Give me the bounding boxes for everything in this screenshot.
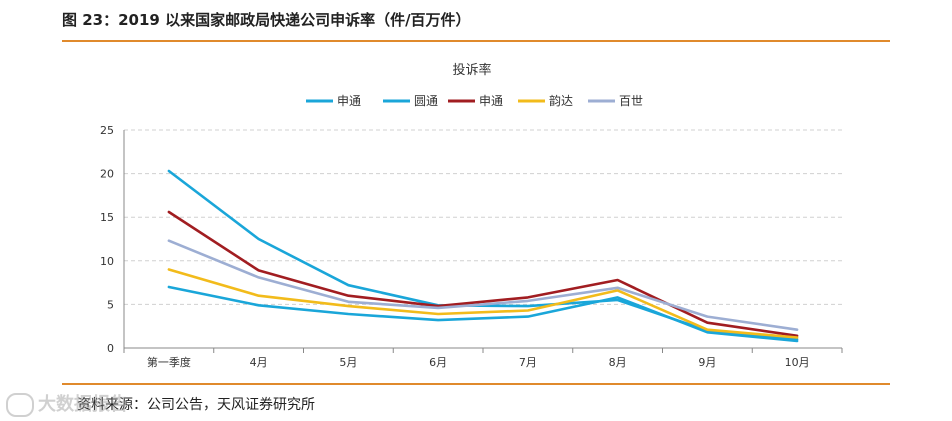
y-tick-label: 0 xyxy=(107,342,114,355)
series-line-2 xyxy=(167,285,799,343)
x-tick-label: 9月 xyxy=(698,356,716,369)
watermark-logo-icon xyxy=(6,393,34,417)
y-tick-label: 20 xyxy=(100,168,114,181)
y-tick-label: 25 xyxy=(100,124,114,137)
series-line-3 xyxy=(167,210,799,338)
source-note: 资料来源：公司公告，天风证券研究所 xyxy=(77,397,315,413)
series-line-4 xyxy=(167,268,799,339)
watermark: 大数据报告 xyxy=(6,390,128,417)
axis-layer: 0 5 10 15 20 25 第一季度 4月 5月 6月 7月 8月 9月 10月 xyxy=(100,124,843,369)
figure-title: 图 23：2019 以来国家邮政局快递公司申诉率（件/百万件） xyxy=(62,11,471,29)
x-tick-label: 6月 xyxy=(429,356,447,369)
x-tick-label: 7月 xyxy=(519,356,537,369)
legend-label: 百世 xyxy=(619,94,643,108)
x-tick-label: 4月 xyxy=(250,356,268,369)
x-tick-label: 第一季度 xyxy=(147,355,191,369)
bottom-rule xyxy=(62,383,890,385)
y-tick-label: 5 xyxy=(107,298,114,311)
watermark-text: 大数据报告 xyxy=(38,394,128,415)
series-line-5 xyxy=(167,239,799,332)
x-tick-label: 5月 xyxy=(339,356,357,369)
series-layer xyxy=(167,169,799,343)
x-tick-label: 10月 xyxy=(785,356,810,369)
y-tick-label: 15 xyxy=(100,211,114,224)
legend: 申通 圆通 申通 韵达 百世 xyxy=(306,93,643,108)
legend-label: 韵达 xyxy=(549,93,573,108)
top-rule xyxy=(62,40,890,42)
legend-label: 申通 xyxy=(479,94,503,108)
y-tick-label: 10 xyxy=(100,255,114,268)
chart-title: 投诉率 xyxy=(452,62,491,78)
legend-label: 圆通 xyxy=(414,94,438,108)
x-tick-label: 8月 xyxy=(609,356,627,369)
legend-label: 申通 xyxy=(337,94,361,108)
